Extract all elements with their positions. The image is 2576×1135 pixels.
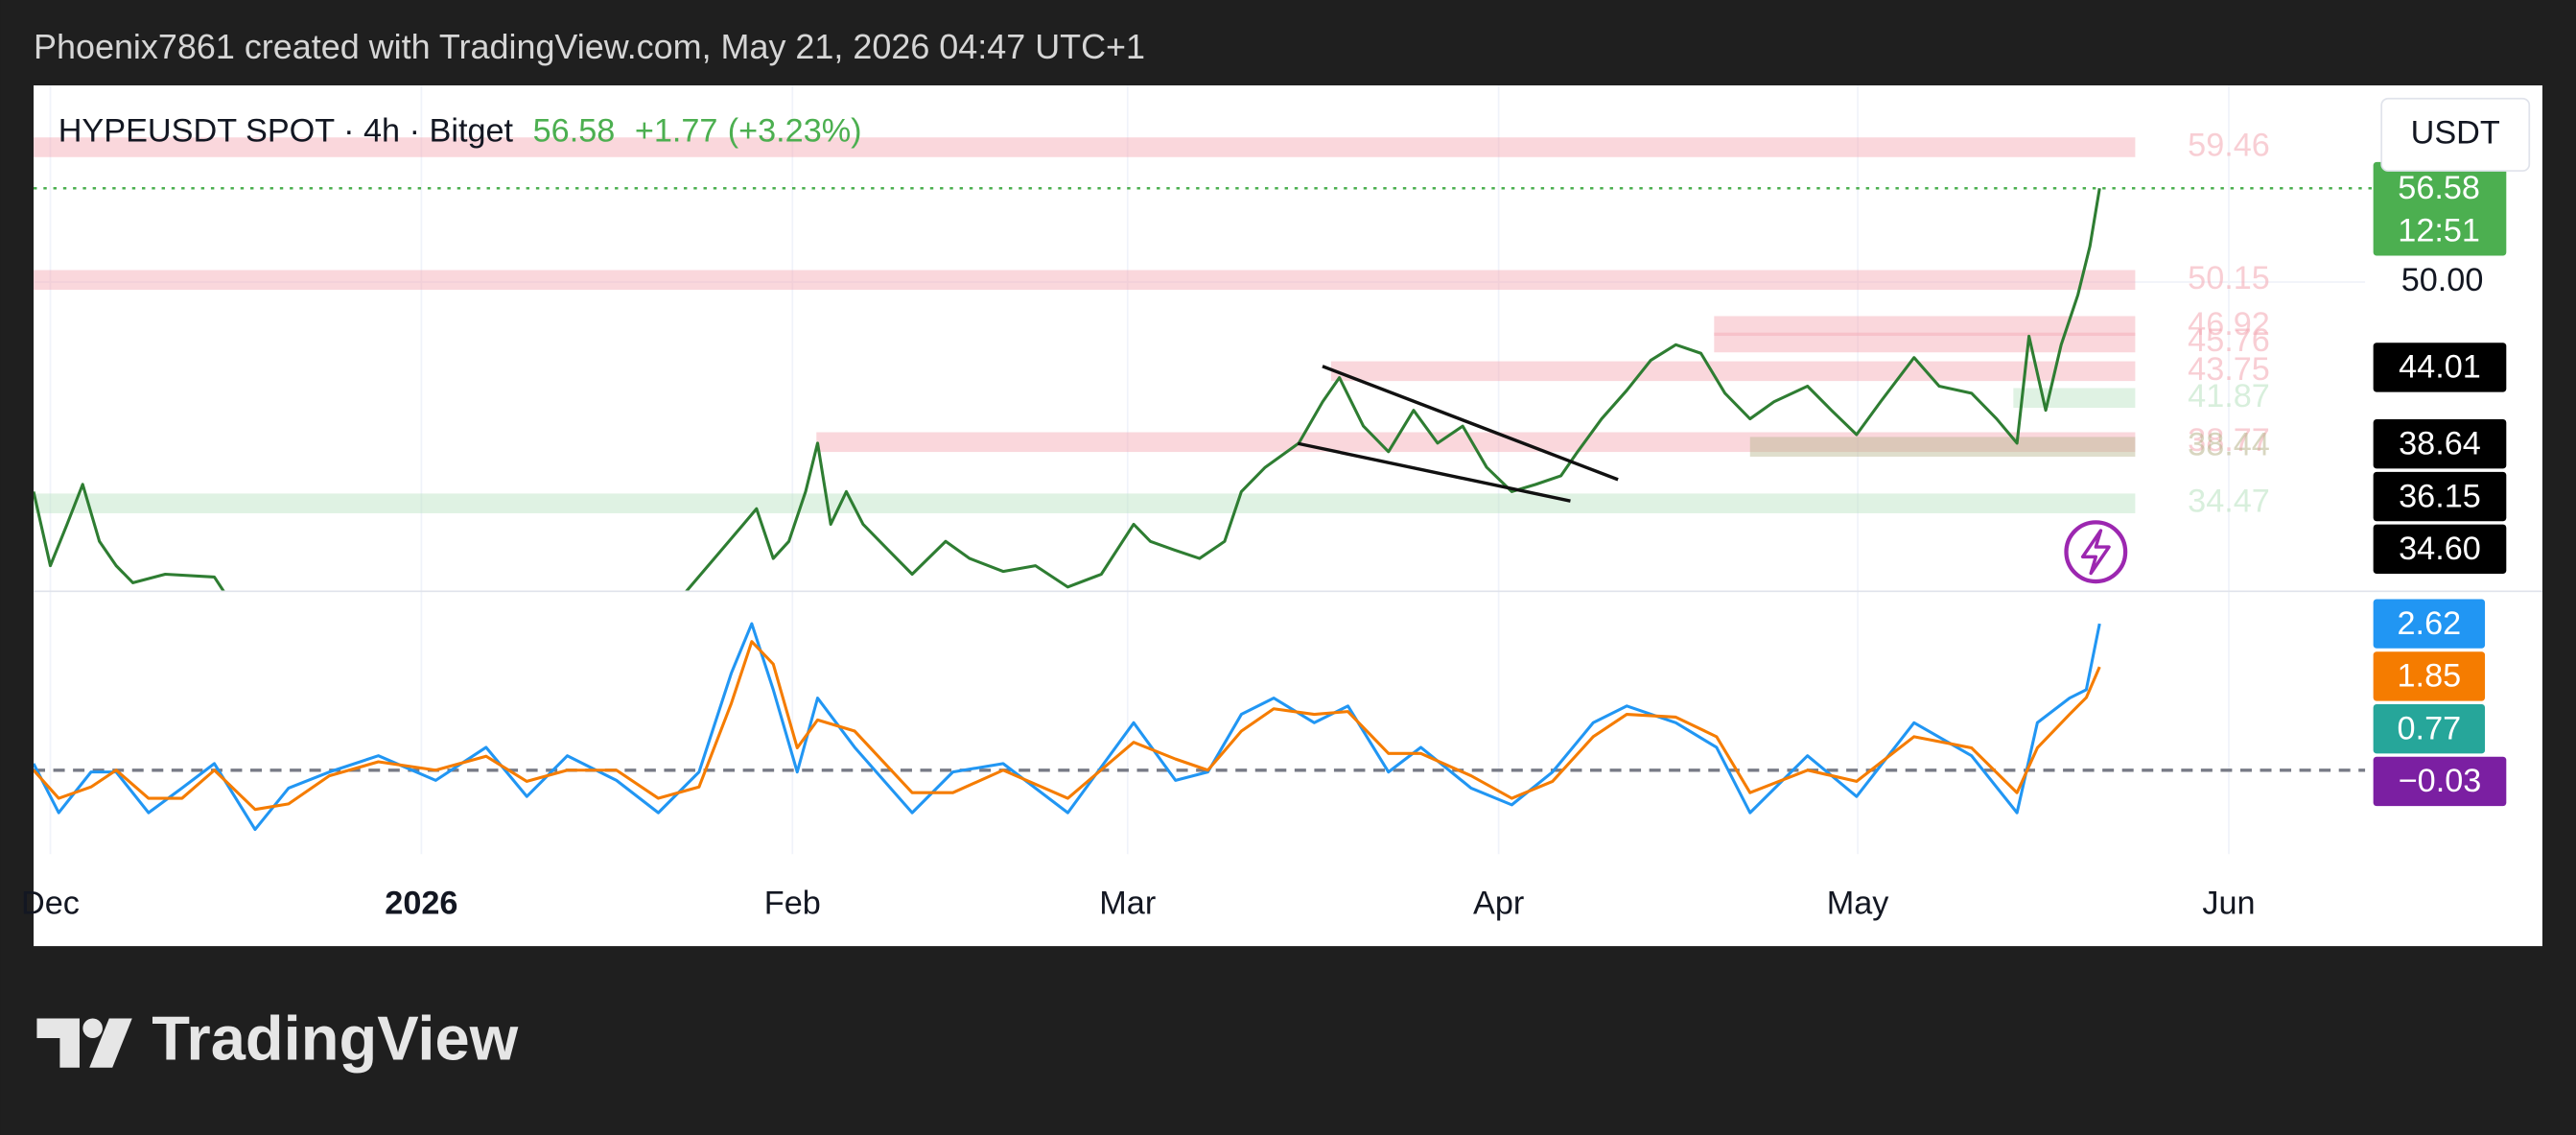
alert-bolt — [2080, 529, 2111, 576]
watermark: TradingView — [152, 1003, 518, 1073]
x-tick-label: Apr — [1473, 885, 1524, 921]
last-price-box — [2373, 161, 2507, 256]
price-label: 0.77 — [2398, 710, 2462, 746]
zone-label: 59.46 — [2188, 128, 2270, 164]
symbol: HYPEUSDT SPOT · 4h · Bitget — [59, 113, 514, 150]
caption: Phoenix7861 created with TradingView.com… — [34, 27, 1145, 66]
price-label-box — [2373, 704, 2486, 754]
chart-panel — [34, 85, 2542, 947]
zone-label: 41.87 — [2188, 378, 2270, 414]
series-line — [34, 622, 2101, 832]
zone — [1330, 361, 2136, 382]
price-label: 2.62 — [2398, 605, 2462, 642]
last-price: 56.58 — [2398, 170, 2480, 206]
zone — [2013, 388, 2136, 409]
zone — [34, 493, 2136, 513]
price-label: 1.85 — [2398, 658, 2462, 695]
series-line — [34, 640, 2101, 812]
zone — [34, 270, 2136, 291]
zone-label: 34.47 — [2188, 484, 2270, 520]
price-label-box — [2373, 524, 2507, 574]
change: +1.77 — [635, 113, 718, 150]
x-tick-label: May — [1827, 885, 1890, 921]
logo-slash — [89, 1018, 132, 1068]
x-tick-label: Jun — [2202, 885, 2255, 921]
zone-label: 38.77 — [2188, 422, 2270, 459]
currency-box — [2380, 97, 2531, 172]
x-tick-label: Mar — [1099, 885, 1156, 921]
zone — [1749, 437, 2136, 457]
price-label: 36.15 — [2399, 478, 2481, 514]
alert-icon[interactable] — [2064, 520, 2128, 584]
chart-layer: Dec 2026 Feb Mar Apr May Jun 50.00 59.46 50.15 46.… — [21, 85, 2507, 921]
plot-area — [34, 622, 2101, 832]
zone — [816, 432, 2136, 453]
legend: HYPEUSDT SPOT · 4h · Bitget 56.58 +1.77 (+3… — [59, 113, 862, 150]
y-tick-label: 50.00 — [2401, 262, 2484, 298]
zone-label: 46.92 — [2188, 306, 2270, 343]
currency: USDT — [2411, 114, 2500, 151]
price-label-box — [2373, 471, 2507, 522]
x-tick-label: Feb — [764, 885, 821, 921]
zone — [34, 137, 2136, 157]
price-label: −0.03 — [2399, 763, 2482, 799]
zone-label: 43.75 — [2188, 351, 2270, 388]
trendline — [1322, 365, 1619, 482]
zone-label: 50.15 — [2188, 260, 2270, 296]
zone-label: 38.44 — [2188, 427, 2270, 463]
price-label: 38.64 — [2399, 425, 2481, 461]
zone — [1714, 332, 2136, 353]
price-label: 34.60 — [2399, 531, 2481, 567]
zone — [1714, 316, 2136, 337]
logo-dot — [82, 1018, 103, 1038]
price-label: 44.01 — [2399, 349, 2481, 386]
zone-label: 45.76 — [2188, 322, 2270, 359]
plot-area — [34, 187, 2101, 592]
price-label-box — [2373, 419, 2507, 469]
trendline — [1297, 441, 1571, 503]
price-label-box — [2373, 343, 2507, 392]
countdown: 12:51 — [2398, 213, 2480, 249]
logo-mark — [36, 1018, 80, 1068]
logo: TradingView — [36, 1003, 519, 1073]
currency-button[interactable]: USDT — [2380, 97, 2531, 172]
change-pct: (+3.23%) — [728, 113, 862, 150]
x-tick-label: 2026 — [385, 885, 457, 921]
x-tick-label: Dec — [21, 885, 80, 921]
price-label-box — [2373, 599, 2486, 649]
alert-circle — [2064, 520, 2128, 584]
series-line — [34, 187, 2101, 592]
price-label-box — [2373, 756, 2507, 807]
price-label-box — [2373, 651, 2486, 701]
last: 56.58 — [533, 113, 616, 150]
